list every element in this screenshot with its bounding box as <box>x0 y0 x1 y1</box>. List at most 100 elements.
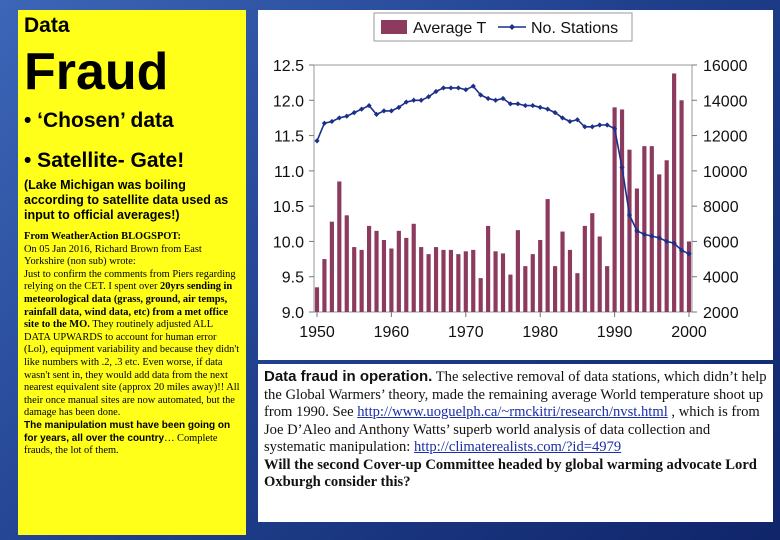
bar-1956 <box>359 249 364 312</box>
right-tick-label-12000: 12000 <box>703 129 748 146</box>
x-tick-label-1990: 1990 <box>597 324 633 341</box>
stations-point-1965 <box>426 94 432 100</box>
bar-1964 <box>419 247 424 312</box>
blog-manipulation: The manipulation must have been going on… <box>24 419 231 444</box>
link-climaterealists[interactable]: http://climaterealists.com/?id=4979 <box>413 439 622 455</box>
legend-line-marker <box>509 24 515 30</box>
stations-point-1951 <box>321 120 328 126</box>
bar-1980 <box>538 240 543 312</box>
bar-1970 <box>463 251 468 312</box>
bar-1981 <box>545 199 550 312</box>
stations-point-1976 <box>507 101 514 107</box>
x-tick-label-2000: 2000 <box>671 324 707 341</box>
right-tick-label-10000: 10000 <box>703 164 748 181</box>
stations-point-1979 <box>530 102 536 109</box>
stations-point-1985 <box>574 117 580 123</box>
right-tick-label-2000: 2000 <box>703 305 739 322</box>
bar-1965 <box>426 254 431 312</box>
bar-1950 <box>314 287 320 312</box>
bar-1986 <box>582 225 587 312</box>
bar-1988 <box>597 236 602 312</box>
bar-1953 <box>337 181 342 312</box>
stations-point-1984 <box>567 118 573 125</box>
stations-point-1990 <box>612 125 618 132</box>
bullet-chosen-data: • ‘Chosen’ data <box>24 109 174 132</box>
caption-body-1: The selective removal of data stations, … <box>264 369 767 420</box>
stations-point-1991 <box>619 164 625 170</box>
stations-point-1988 <box>597 122 603 128</box>
stations-point-1973 <box>485 95 491 102</box>
bar-1952 <box>329 221 334 312</box>
blog-source: From WeatherAction BLOGSPOT: <box>24 231 182 242</box>
right-tick-label-6000: 6000 <box>703 234 739 251</box>
left-tick-label-9.0: 9.0 <box>282 305 304 322</box>
bar-1974 <box>493 251 498 312</box>
stations-point-1950 <box>314 138 320 144</box>
stations-point-1997 <box>664 238 670 245</box>
x-axis-ticks: 1950 1960 1970 1980 1990 2000 <box>299 312 707 341</box>
bar-1997 <box>664 160 669 312</box>
title-data: Data <box>24 14 70 37</box>
bar-1969 <box>456 254 461 312</box>
bar-1959 <box>381 240 387 312</box>
stations-point-1992 <box>626 212 633 218</box>
chart-legend: Average T No. Stations <box>373 12 633 42</box>
legend-bar-swatch <box>381 20 407 34</box>
right-tick-label-16000: 16000 <box>703 58 748 75</box>
stations-point-1998 <box>671 240 677 246</box>
bar-1990 <box>612 107 617 312</box>
chart-svg: Average T No. Stations 9.0 9.5 10.0 10.5 11.… <box>273 12 748 341</box>
x-tick-label-1960: 1960 <box>374 324 410 341</box>
blog-text-b: 20yrs sending in meteorological data (gr… <box>24 281 233 331</box>
stations-point-2000 <box>686 251 692 257</box>
bar-1998 <box>672 73 677 312</box>
bar-1987 <box>590 213 595 312</box>
stations-point-1971 <box>470 83 476 89</box>
right-tick-label-4000: 4000 <box>703 270 739 287</box>
bar-1989 <box>605 266 610 312</box>
left-tick-label-9.5: 9.5 <box>282 270 304 287</box>
left-tick-label-12.5: 12.5 <box>273 58 304 75</box>
bar-1968 <box>448 249 454 312</box>
left-tick-label-11.5: 11.5 <box>274 129 304 146</box>
stations-point-1987 <box>589 124 595 130</box>
bar-1972 <box>478 278 483 312</box>
left-tick-label-12.0: 12.0 <box>273 93 304 110</box>
blog-quote: From WeatherAction BLOGSPOT: On 05 Jan 2… <box>24 231 240 458</box>
blog-tail: … Complete frauds, the lot of them. <box>24 432 218 457</box>
stations-point-1952 <box>329 118 335 125</box>
blog-intro: On 05 Jan 2016, Richard Brown from East … <box>24 243 202 268</box>
bar-1983 <box>560 231 565 312</box>
bar-1973 <box>486 225 491 312</box>
left-tick-label-11.0: 11.0 <box>274 164 304 181</box>
stations-point-1978 <box>522 102 528 109</box>
stations-point-1982 <box>552 110 558 116</box>
bar-1962 <box>404 237 409 312</box>
bar-1982 <box>552 266 558 312</box>
stations-point-1960 <box>388 108 394 114</box>
bar-1960 <box>389 248 394 312</box>
blog-text-a: Just to confirm the comments from Piers … <box>24 268 236 293</box>
stations-point-1993 <box>634 228 640 234</box>
bar-1984 <box>567 249 573 312</box>
link-uoguelph[interactable]: http://www.uoguelph.ca/~rmckitri/researc… <box>357 404 668 420</box>
bar-1951 <box>322 259 327 312</box>
bar-1992 <box>627 149 632 312</box>
bar-1979 <box>530 254 535 312</box>
bar-1961 <box>396 230 401 312</box>
stations-point-1996 <box>656 235 662 241</box>
bar-series <box>314 73 692 313</box>
caption-question: Will the second Cover-up Committee heade… <box>264 456 757 491</box>
bar-1976 <box>508 274 513 312</box>
bar-1966 <box>433 247 439 312</box>
bar-1991 <box>619 109 625 313</box>
satellite-note: (Lake Michigan was boiling according to … <box>24 178 229 222</box>
bullet-satellite-gate: • Satellite- Gate! <box>24 149 185 172</box>
caption-body-2: , which is from Joe D’Aleo and Anthony W… <box>264 404 760 455</box>
left-panel: Data Fraud • ‘Chosen’ data • Satellite- … <box>18 10 246 535</box>
bar-1977 <box>515 230 520 312</box>
stations-point-1994 <box>641 231 647 237</box>
right-axis-ticks: 2000 4000 6000 8000 10000 12000 14000 16000 <box>692 58 748 322</box>
bar-1996 <box>657 174 662 312</box>
stations-point-1981 <box>545 106 551 112</box>
